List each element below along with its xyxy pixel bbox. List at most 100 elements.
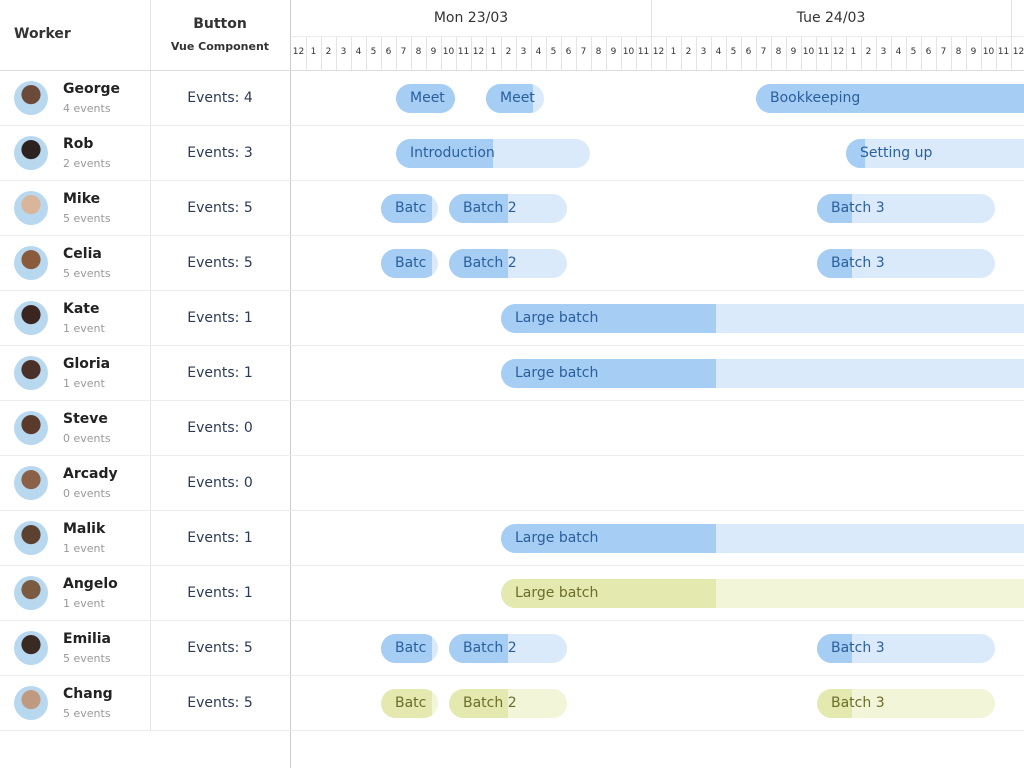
hour-label: 5 (730, 47, 737, 57)
hour-divider (636, 37, 637, 70)
hour-divider (861, 37, 862, 70)
hour-label: 12 (472, 47, 485, 57)
hour-divider (756, 37, 757, 70)
events-button[interactable]: Events: 4 (187, 90, 253, 106)
avatar (14, 301, 48, 335)
avatar (14, 81, 48, 115)
hour-divider (726, 37, 727, 70)
event-bar[interactable]: Batc (381, 194, 438, 223)
hour-label: 6 (745, 47, 752, 57)
event-bar[interactable]: Large batch (501, 359, 1024, 388)
event-bar[interactable]: Batch 2 (449, 249, 567, 278)
events-button[interactable]: Events: 5 (187, 695, 253, 711)
hour-divider (441, 37, 442, 70)
event-bar[interactable]: Batch 2 (449, 689, 567, 718)
hour-divider (471, 37, 472, 70)
event-bar[interactable]: Batch 2 (449, 194, 567, 223)
worker-header[interactable]: Worker (14, 26, 71, 42)
worker-name: Celia (63, 246, 102, 262)
event-bar[interactable]: Meet (396, 84, 455, 113)
events-button[interactable]: Events: 1 (187, 530, 253, 546)
hour-divider (951, 37, 952, 70)
event-bar[interactable]: Large batch (501, 524, 1024, 553)
avatar (14, 191, 48, 225)
event-progress (756, 84, 1024, 113)
worker-name: Rob (63, 136, 94, 152)
hour-divider (606, 37, 607, 70)
event-bar[interactable]: Large batch (501, 304, 1024, 333)
events-button[interactable]: Events: 5 (187, 255, 253, 271)
event-name: Meet (410, 90, 445, 106)
events-button[interactable]: Events: 1 (187, 365, 253, 381)
events-button[interactable]: Events: 3 (187, 145, 253, 161)
event-bar[interactable]: Batc (381, 634, 438, 663)
event-bar[interactable]: Setting up (846, 139, 1024, 168)
hour-label: 11 (457, 47, 470, 57)
avatar (14, 631, 48, 665)
hour-label: 2 (685, 47, 692, 57)
hour-label: 5 (910, 47, 917, 57)
hour-label: 11 (997, 47, 1010, 57)
hour-divider (516, 37, 517, 70)
avatar (14, 246, 48, 280)
worker-name: Malik (63, 521, 106, 537)
event-name: Batch 2 (463, 255, 517, 271)
hour-divider (306, 37, 307, 70)
hour-divider (831, 37, 832, 70)
hour-divider (531, 37, 532, 70)
event-bar[interactable]: Large batch (501, 579, 1024, 608)
worker-name: Mike (63, 191, 101, 207)
event-progress (396, 139, 493, 168)
event-count: 5 events (63, 267, 111, 280)
worker-name: Gloria (63, 356, 111, 372)
event-progress (449, 194, 508, 223)
event-bar[interactable]: Batch 3 (817, 689, 995, 718)
event-bar[interactable]: Batch 2 (449, 634, 567, 663)
event-bar[interactable]: Introduction (396, 139, 590, 168)
event-count: 5 events (63, 707, 111, 720)
events-button[interactable]: Events: 5 (187, 200, 253, 216)
day-label: Tue 24/03 (796, 10, 866, 26)
event-progress (501, 524, 716, 553)
event-name: Batch 3 (831, 640, 885, 656)
events-button[interactable]: Events: 1 (187, 585, 253, 601)
event-bar[interactable]: Batch 3 (817, 249, 995, 278)
hour-label: 2 (865, 47, 872, 57)
events-button[interactable]: Events: 0 (187, 420, 253, 436)
event-bar[interactable]: Batc (381, 689, 438, 718)
hour-divider (486, 37, 487, 70)
hour-label: 5 (370, 47, 377, 57)
hour-divider (501, 37, 502, 70)
hour-divider (591, 37, 592, 70)
hour-label: 6 (385, 47, 392, 57)
hour-divider (576, 37, 577, 70)
hour-divider (621, 37, 622, 70)
events-button[interactable]: Events: 0 (187, 475, 253, 491)
event-count: 1 event (63, 542, 105, 555)
event-bar[interactable]: Batch 3 (817, 194, 995, 223)
worker-name: Steve (63, 411, 108, 427)
button-header[interactable]: Button (193, 16, 247, 32)
hour-label: 8 (415, 47, 422, 57)
hour-divider (561, 37, 562, 70)
hour-label: 7 (580, 47, 587, 57)
hour-label: 1 (670, 47, 677, 57)
avatar (14, 576, 48, 610)
event-count: 2 events (63, 157, 111, 170)
row-divider (0, 730, 1024, 731)
events-button[interactable]: Events: 5 (187, 640, 253, 656)
hour-label: 12 (1012, 47, 1024, 57)
worker-name: Kate (63, 301, 100, 317)
event-name: Batc (395, 695, 427, 711)
events-button[interactable]: Events: 1 (187, 310, 253, 326)
avatar (14, 466, 48, 500)
event-bar[interactable]: Bookkeeping (756, 84, 1024, 113)
event-bar[interactable]: Batch 3 (817, 634, 995, 663)
event-bar[interactable]: Batc (381, 249, 438, 278)
hour-label: 11 (637, 47, 650, 57)
event-bar[interactable]: Meet (486, 84, 544, 113)
hour-divider (906, 37, 907, 70)
hour-label: 8 (955, 47, 962, 57)
hour-label: 8 (595, 47, 602, 57)
event-name: Large batch (515, 310, 599, 326)
